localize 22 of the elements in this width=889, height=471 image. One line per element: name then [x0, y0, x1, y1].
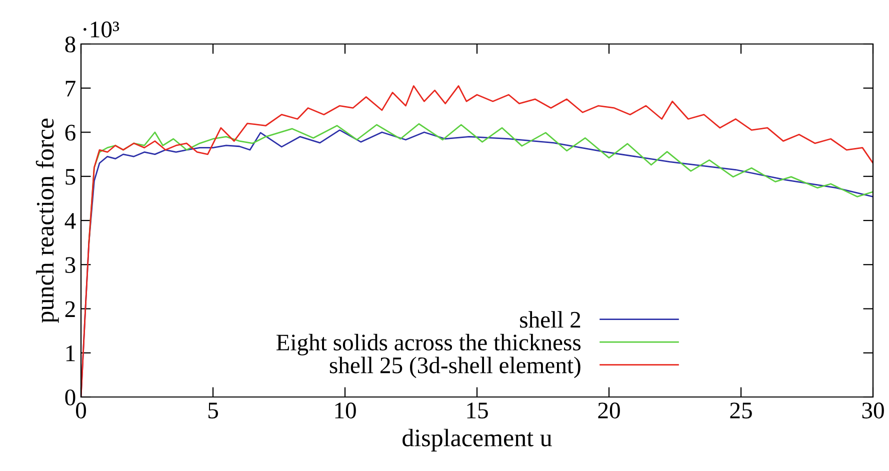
y-tick-label: 0 [65, 389, 76, 406]
y-tick-label: 1 [66, 345, 75, 362]
legend-label: shell 2 [520, 311, 580, 328]
x-axis-title: displacement u [402, 428, 552, 452]
y-tick-label: 3 [65, 257, 76, 274]
y-tick-label: 8 [65, 36, 76, 52]
y-tick-label: 6 [65, 124, 76, 141]
y-axis-title: punch reaction force [36, 118, 59, 323]
x-tick-label: 15 [467, 402, 488, 418]
y-tick-label: 5 [66, 169, 76, 185]
x-tick-label: 25 [730, 402, 752, 418]
x-tick-label: 10 [335, 402, 356, 418]
text: ·10³ [84, 22, 120, 38]
y-tick-label: 4 [64, 213, 76, 229]
x-tick-label: 5 [208, 402, 218, 418]
x-tick-label: 20 [598, 402, 620, 418]
legend-label: Eight solids across the thickness [276, 334, 581, 356]
legend-label: shell 25 (3d-shell element) [330, 356, 580, 378]
x-tick-label: 0 [76, 402, 86, 418]
y-tick-label: 2 [65, 301, 75, 317]
x-tick-label: 30 [862, 402, 884, 418]
y-tick-label: 7 [66, 80, 76, 96]
